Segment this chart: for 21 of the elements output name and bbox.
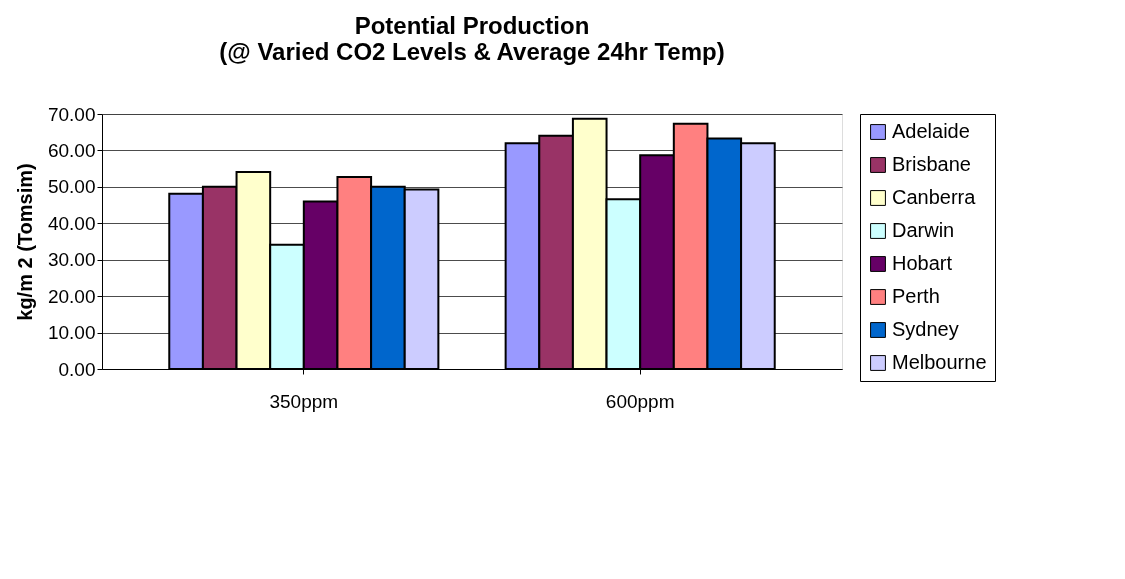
- legend-label: Adelaide: [892, 120, 970, 142]
- y-tick-label: 30.00: [47, 249, 96, 271]
- x-tick-label: 350ppm: [269, 390, 339, 412]
- y-tick-label: 40.00: [47, 212, 96, 234]
- y-tick-label: 0.00: [58, 358, 96, 380]
- y-tick-label: 20.00: [47, 285, 96, 307]
- legend-label: Sydney: [892, 318, 959, 340]
- legend-label: Darwin: [892, 219, 955, 241]
- legend-label: Melbourne: [892, 351, 987, 373]
- x-tick-label: 600ppm: [605, 390, 675, 412]
- y-tick-label: 70.00: [47, 103, 96, 125]
- legend-label: Perth: [892, 285, 940, 307]
- legend-label: Canberra: [892, 186, 977, 208]
- legend-label: Brisbane: [892, 153, 971, 175]
- y-tick-label: 10.00: [47, 322, 96, 344]
- text: (@ Varied CO2 Levels & Average 24hr Temp): [219, 38, 725, 65]
- text: Potential Production: [354, 12, 590, 39]
- y-axis-title: kg/m 2 (Tomsim): [13, 163, 36, 321]
- y-tick-label: 60.00: [47, 139, 96, 161]
- legend-label: Hobart: [892, 252, 953, 274]
- y-tick-label: 50.00: [47, 176, 96, 198]
